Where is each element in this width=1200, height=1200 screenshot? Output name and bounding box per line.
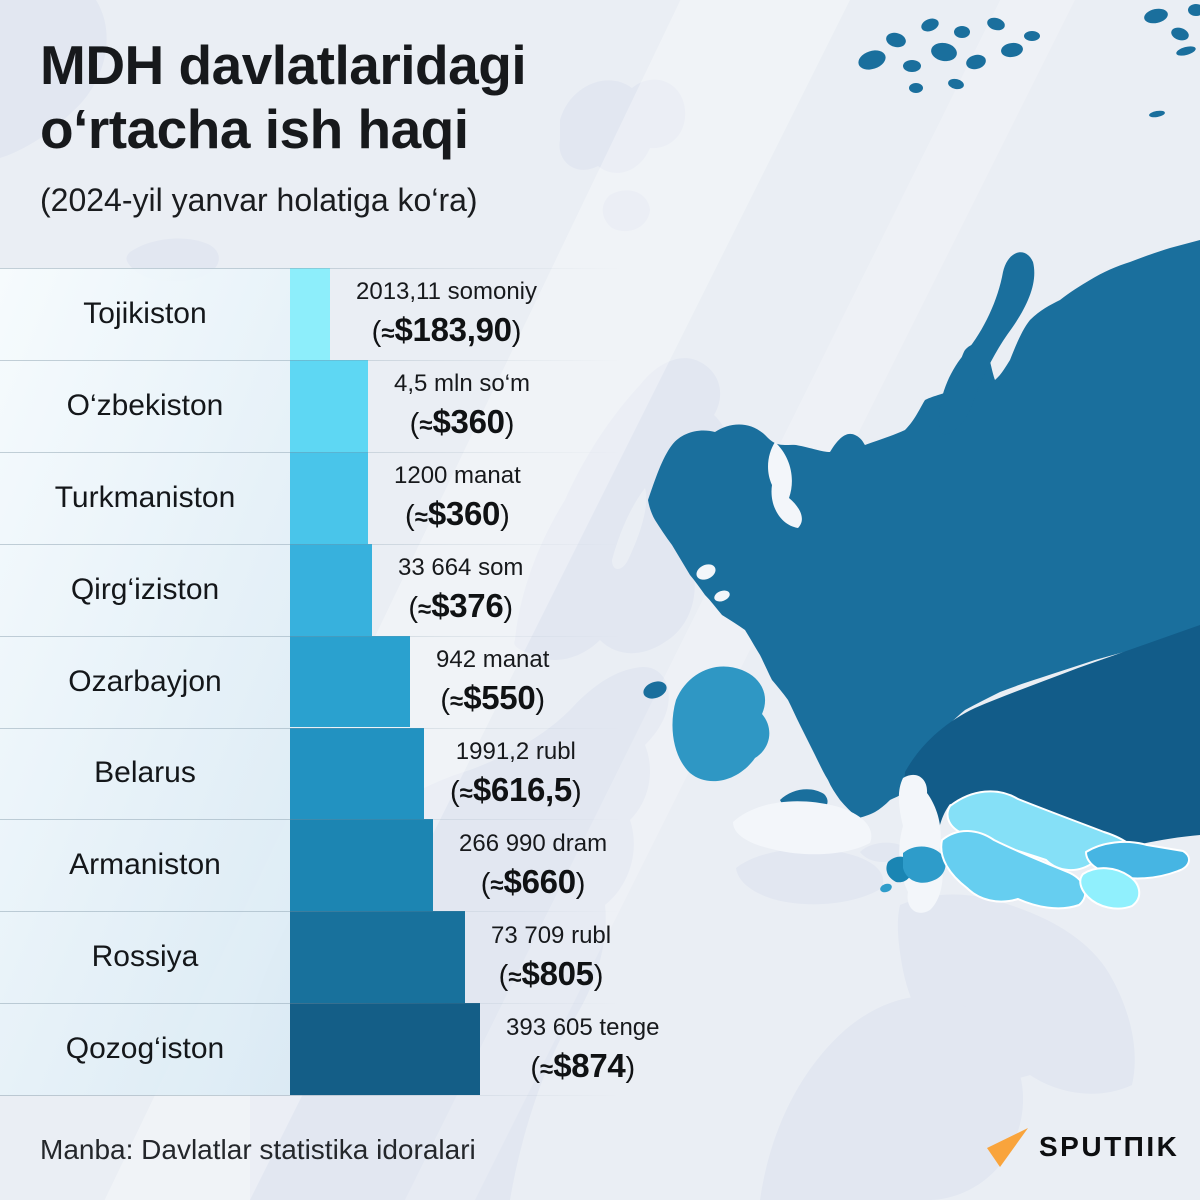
local-currency-value: 266 990 dram: [459, 829, 608, 857]
local-currency-value: 942 manat: [436, 646, 550, 674]
value-bar: [290, 1003, 480, 1096]
sputnik-logo-icon: [987, 1128, 1028, 1167]
page-title: MDH davlatlaridagi o‘rtacha ish haqi: [40, 34, 527, 160]
country-label: Turkmaniston: [54, 480, 236, 514]
country-label: Qirg‘iziston: [70, 572, 220, 606]
value-bar: [290, 635, 410, 728]
country-label: O‘zbekiston: [66, 388, 224, 422]
row-separator: [0, 359, 622, 361]
value-annotation: 73 709 rubl (≈$805): [491, 911, 611, 1003]
value-annotation: 33 664 som (≈$376): [398, 544, 523, 636]
row-separator: [0, 1003, 622, 1005]
usd-value: (≈$805): [498, 954, 604, 992]
row-separator: [0, 635, 622, 637]
map-belarus: [672, 666, 770, 782]
value-bar: [290, 451, 368, 544]
value-annotation: 1200 manat (≈$360): [394, 452, 521, 544]
row-separator: [0, 819, 622, 821]
country-label: Rossiya: [91, 940, 199, 974]
usd-value: (≈$183,90): [371, 311, 522, 349]
country-label: Qozog‘iston: [65, 1032, 225, 1066]
local-currency-value: 33 664 som: [398, 554, 524, 582]
row-separator: [0, 1095, 622, 1097]
row-separator: [0, 727, 622, 729]
local-currency-value: 2013,11 somoniy: [356, 278, 538, 306]
map-central-asia: [940, 790, 1190, 910]
usd-value: (≈$616,5): [450, 770, 582, 808]
value-annotation: 942 manat (≈$550): [436, 636, 549, 728]
usd-value: (≈$376): [408, 587, 514, 625]
map-turkmenistan: [940, 830, 1087, 910]
value-annotation: 4,5 mln so‘m (≈$360): [394, 360, 530, 452]
value-bar: [290, 359, 368, 452]
row-separator: [0, 543, 622, 545]
local-currency-value: 393 605 tenge: [506, 1013, 660, 1041]
usd-value: (≈$550): [440, 679, 546, 717]
value-bar: [290, 819, 433, 912]
country-label: Tojikiston: [83, 296, 207, 330]
value-annotation: 2013,11 somoniy (≈$183,90): [356, 268, 537, 360]
sputnik-logo: SPUTΠIK: [984, 1124, 1179, 1170]
value-bar: [290, 268, 330, 360]
local-currency-value: 73 709 rubl: [491, 921, 612, 949]
subtitle: (2024-yil yanvar holatiga ko‘ra): [40, 182, 478, 218]
usd-value: (≈$660): [480, 862, 586, 900]
map-russia: [643, 4, 1200, 818]
map-tajikistan: [1079, 867, 1141, 910]
sputnik-logo-text: SPUTΠIK: [1039, 1131, 1180, 1162]
map-west-cis: [672, 666, 946, 893]
header: MDH davlatlaridagi o‘rtacha ish haqi: [40, 34, 527, 162]
local-currency-value: 1200 manat: [394, 462, 521, 490]
local-currency-value: 4,5 mln so‘m: [394, 370, 531, 398]
source-note: Manba: Davlatlar statistika idoralari: [40, 1134, 476, 1165]
country-label-panel: [0, 268, 290, 1095]
map-azerbaijan: [903, 846, 946, 883]
row-separator: [0, 451, 622, 453]
value-annotation: 1991,2 rubl (≈$616,5): [450, 728, 582, 820]
usd-value: (≈$360): [405, 495, 510, 533]
country-label: Belarus: [94, 756, 196, 790]
country-label: Armaniston: [69, 848, 221, 882]
value-bar: [290, 911, 465, 1004]
usd-value: (≈$874): [530, 1046, 636, 1084]
value-bar: [290, 727, 424, 820]
row-separator: [0, 268, 622, 269]
value-annotation: 266 990 dram (≈$660): [459, 819, 607, 911]
usd-value: (≈$360): [409, 403, 515, 441]
value-bar: [290, 543, 372, 636]
country-label: Ozarbayjon: [68, 664, 222, 698]
value-annotation: 393 605 tenge (≈$874): [506, 1003, 659, 1095]
local-currency-value: 1991,2 rubl: [455, 737, 576, 765]
row-separator: [0, 911, 622, 913]
